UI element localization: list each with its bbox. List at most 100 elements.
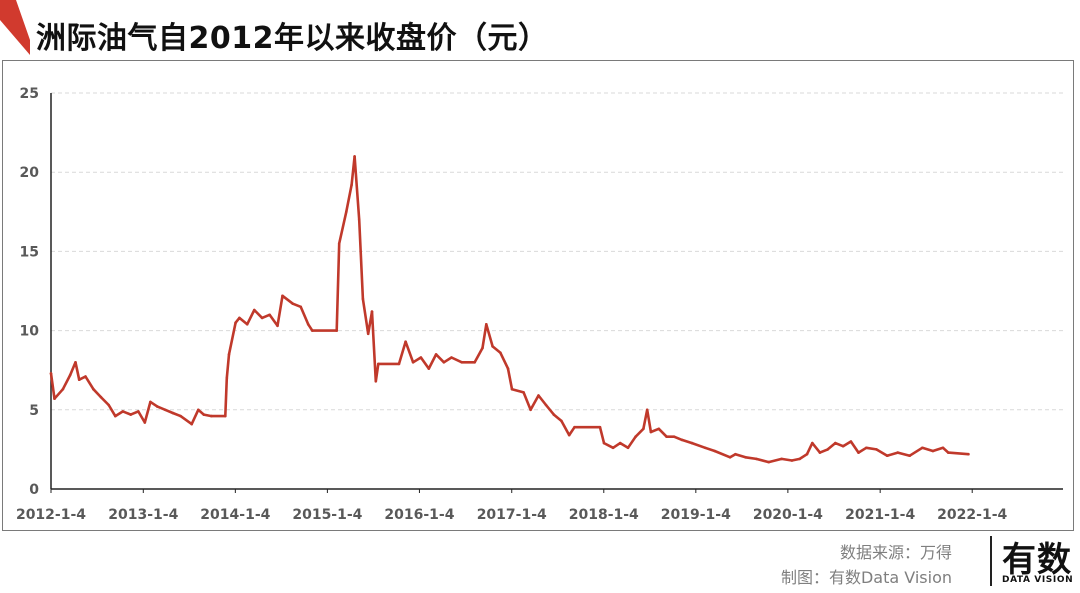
data-point	[268, 313, 271, 317]
data-point	[149, 400, 152, 404]
data-point	[529, 408, 532, 412]
y-tick-label: 0	[29, 482, 39, 498]
data-point	[713, 449, 716, 453]
data-point	[875, 448, 878, 451]
line-chart: 0 5 10 15 20 25 2012-1-4 2013-1-4 2014-1-4 2015-1…	[16, 86, 1063, 523]
data-point	[357, 218, 361, 221]
data-point	[260, 316, 264, 320]
data-point	[442, 361, 446, 364]
data-point	[353, 155, 356, 158]
data-point	[690, 441, 694, 445]
data-point	[657, 427, 661, 431]
footer-source-block: 数据来源：万得 制图：有数Data Vision	[781, 540, 952, 590]
x-tick-label: 2019-1-4	[661, 507, 731, 523]
data-point	[374, 380, 378, 383]
data-point	[537, 394, 540, 397]
data-point	[434, 353, 438, 356]
data-point	[780, 457, 783, 461]
data-point	[92, 387, 95, 391]
brand-logo-subtitle: DATA VISION	[1002, 575, 1074, 585]
data-point	[790, 459, 794, 462]
data-point	[560, 419, 563, 423]
data-point	[481, 346, 484, 350]
x-tick-label: 2015-1-4	[292, 507, 362, 523]
data-point	[798, 457, 801, 461]
data-point	[253, 308, 256, 312]
data-point	[805, 452, 809, 456]
data-point	[634, 435, 637, 439]
data-point	[947, 451, 950, 454]
data-point	[611, 446, 615, 450]
x-tick-label: 2017-1-4	[477, 507, 547, 523]
data-point	[598, 425, 602, 429]
data-point	[337, 242, 341, 245]
data-point	[602, 441, 606, 445]
data-point	[818, 451, 822, 454]
data-point	[397, 362, 401, 366]
data-point	[485, 323, 488, 326]
data-point	[163, 408, 167, 412]
data-point	[143, 421, 147, 424]
data-point	[306, 323, 310, 326]
x-tick-label: 2021-1-4	[845, 507, 915, 523]
brand-logo: 有数	[1002, 540, 1072, 580]
title-bar: 洲际油气自2012年以来收盘价（元）	[0, 0, 1080, 60]
data-point	[77, 378, 81, 382]
data-point	[649, 430, 653, 434]
data-point	[197, 408, 200, 412]
data-point	[171, 411, 175, 415]
data-point	[473, 361, 477, 364]
y-tick-label: 25	[20, 86, 39, 102]
data-point	[311, 329, 314, 332]
x-tick-label: 2022-1-4	[937, 507, 1007, 523]
data-point	[499, 351, 502, 355]
x-tick-label: 2012-1-4	[16, 507, 86, 523]
price-series-line	[49, 155, 970, 464]
data-point	[121, 410, 125, 413]
data-point	[703, 446, 707, 450]
data-point	[865, 446, 868, 450]
data-point	[544, 403, 548, 407]
data-point	[404, 340, 407, 344]
data-point	[225, 376, 229, 380]
data-point	[107, 403, 110, 407]
data-point	[202, 413, 206, 416]
data-point	[74, 361, 77, 364]
data-point	[224, 414, 227, 418]
data-point	[238, 316, 241, 320]
x-tick-label: 2014-1-4	[200, 507, 270, 523]
data-point	[522, 391, 525, 394]
data-point	[427, 367, 431, 370]
data-point	[908, 454, 911, 458]
data-point	[156, 405, 159, 408]
data-point	[276, 324, 279, 328]
data-point	[281, 294, 284, 298]
data-point	[755, 457, 758, 461]
data-point	[345, 210, 348, 214]
data-point	[626, 446, 630, 450]
title-accent-mark	[0, 0, 30, 55]
data-point	[967, 452, 970, 456]
y-tick-label: 5	[29, 403, 39, 419]
data-point	[179, 414, 182, 418]
y-tick-label: 10	[20, 324, 40, 340]
data-point	[99, 395, 103, 399]
data-point	[53, 397, 56, 401]
data-point	[896, 451, 900, 454]
data-point	[61, 387, 65, 391]
data-point	[335, 329, 339, 332]
data-point	[834, 441, 837, 445]
data-point	[419, 356, 423, 359]
data-point	[68, 373, 72, 377]
data-point	[849, 440, 853, 443]
data-point	[350, 183, 353, 187]
chart-title: 洲际油气自2012年以来收盘价（元）	[36, 21, 549, 56]
data-point	[227, 353, 231, 356]
data-point	[573, 425, 576, 429]
data-point	[114, 414, 117, 418]
data-point	[506, 367, 510, 370]
data-point	[370, 310, 374, 313]
data-point	[291, 302, 295, 305]
data-point	[190, 422, 193, 426]
data-point	[49, 372, 53, 375]
